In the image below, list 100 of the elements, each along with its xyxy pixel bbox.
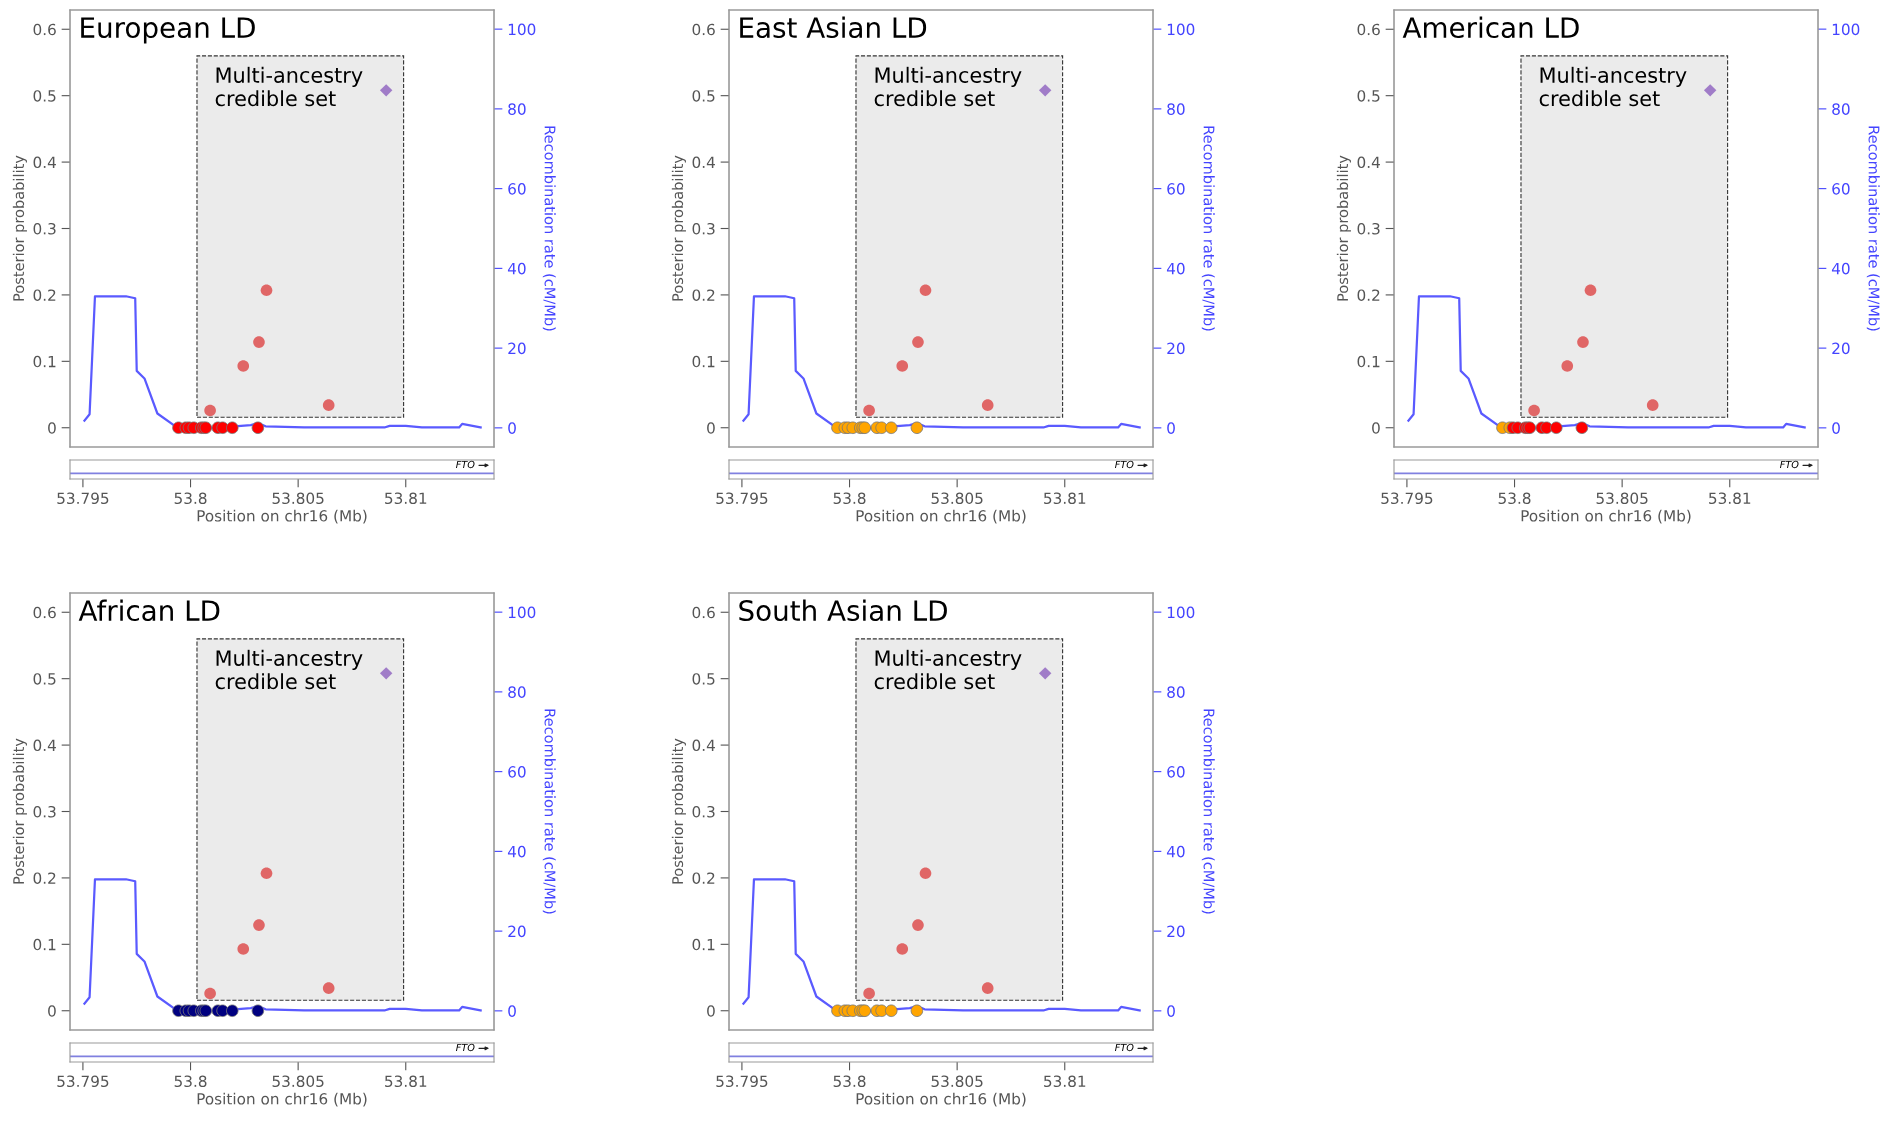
y-tick-label: 0.2 (1357, 289, 1380, 301)
y-axis-title: Posterior probability (12, 738, 27, 884)
x-tick-label: 53.805 (272, 1075, 324, 1088)
y2-tick-label: 100 (508, 23, 536, 36)
point (204, 987, 216, 1000)
point (379, 667, 393, 680)
y-tick-label: 0.6 (33, 606, 56, 619)
y2-tick-label: 0 (1167, 1005, 1175, 1017)
y-tick-label: 0 (707, 1005, 715, 1017)
y2-tick-label: 20 (508, 342, 526, 355)
point (237, 360, 250, 372)
y2-tick-label: 80 (1167, 103, 1185, 115)
y-axis-title: Posterior probability (1336, 155, 1351, 301)
x-tick-label: 53.795 (716, 1075, 768, 1088)
y-axis-title: Posterior probability (671, 738, 686, 884)
x-axis-title: Position on chr16 (Mb) (856, 1092, 1026, 1107)
y2-tick-label: 80 (1832, 103, 1850, 115)
y-tick-label: 0.4 (33, 739, 56, 752)
y2-tick-label: 0 (508, 1005, 516, 1017)
y2-tick-label: 60 (1167, 766, 1185, 778)
y2-axis-title: Recombination rate (cM/Mb) (1201, 126, 1215, 331)
x-tick-label: 53.81 (385, 492, 427, 505)
y2-tick-label: 0 (508, 422, 516, 434)
x-tick-label: 53.8 (1498, 492, 1531, 505)
point (322, 982, 335, 994)
text: FTO (1780, 460, 1799, 469)
y2-tick-label: 60 (508, 183, 526, 195)
y2-axis-title: Recombination rate (cM/Mb) (1201, 709, 1215, 914)
x-tick-label: 53.805 (931, 1075, 983, 1088)
y-tick-label: 0.6 (33, 23, 56, 36)
y-axis-title: Posterior probability (671, 155, 686, 301)
y2-tick-label: 60 (508, 766, 526, 778)
x-tick-label: 53.805 (272, 492, 324, 505)
x-tick-label: 53.81 (385, 1075, 427, 1088)
x-tick-label: 53.8 (174, 492, 207, 505)
point (896, 943, 909, 955)
point (253, 336, 265, 348)
point (1577, 336, 1589, 348)
y2-tick-label: 100 (1167, 606, 1195, 619)
x-axis-title: Position on chr16 (Mb) (856, 509, 1026, 524)
y-tick-label: 0.2 (692, 872, 715, 884)
chart-title: European LD (81, 17, 255, 44)
y2-tick-label: 40 (1166, 845, 1185, 858)
y2-tick-label: 100 (508, 606, 536, 619)
point (919, 867, 932, 880)
y-tick-label: 0.4 (33, 156, 56, 169)
y-tick-label: 0.4 (692, 739, 715, 752)
point (1703, 84, 1717, 97)
y-tick-label: 0.4 (1357, 156, 1380, 169)
y-tick-label: 0.3 (692, 222, 715, 235)
point (1584, 284, 1597, 297)
y-tick-label: 0.3 (33, 805, 56, 818)
text: FTO (1115, 460, 1134, 469)
y-tick-label: 0.4 (692, 156, 715, 169)
x-tick-label: 53.81 (1709, 492, 1751, 505)
y-tick-label: 0 (707, 422, 715, 434)
x-axis-title: Position on chr16 (Mb) (197, 1092, 367, 1107)
point (1646, 399, 1659, 411)
y-tick-label: 0.2 (33, 872, 56, 884)
x-axis-title: Position on chr16 (Mb) (1521, 509, 1691, 524)
y-tick-label: 0.3 (33, 222, 56, 235)
text: FTO (456, 1043, 475, 1052)
x-tick-label: 53.805 (1596, 492, 1648, 505)
chart-title: American LD (1402, 16, 1579, 39)
point (322, 399, 335, 411)
y-tick-label: 0.6 (692, 23, 715, 36)
y-tick-label: 0 (1372, 422, 1380, 434)
point (912, 919, 924, 931)
y2-tick-label: 80 (1167, 686, 1185, 698)
band-label: Multi-ancestry credible set (874, 66, 1022, 107)
point (1528, 404, 1540, 417)
point (981, 982, 994, 994)
y-tick-label: 0.5 (692, 673, 715, 685)
y-tick-label: 0.1 (692, 355, 715, 368)
y-tick-label: 0.3 (692, 805, 715, 818)
text: FTO (456, 460, 475, 469)
point (1038, 84, 1052, 97)
y2-tick-label: 80 (508, 103, 526, 115)
y2-tick-label: 60 (1832, 183, 1850, 195)
x-tick-label: 53.795 (57, 1075, 109, 1088)
y2-tick-label: 40 (507, 845, 526, 858)
point (1038, 667, 1052, 680)
y-tick-label: 0 (48, 422, 56, 434)
x-axis-title: Position on chr16 (Mb) (197, 509, 367, 524)
y2-tick-label: 100 (1167, 23, 1195, 36)
point (919, 284, 932, 297)
y-tick-label: 0 (48, 1005, 56, 1017)
chart-title: African LD (78, 599, 220, 622)
point (260, 284, 273, 297)
x-tick-label: 53.81 (1044, 492, 1086, 505)
point (896, 360, 909, 372)
band-label: Multi-ancestry credible set (215, 66, 363, 107)
point (912, 336, 924, 348)
y2-tick-label: 60 (1167, 183, 1185, 195)
y2-tick-label: 40 (1166, 262, 1185, 275)
y2-tick-label: 40 (1831, 262, 1850, 275)
y-tick-label: 0.5 (1357, 90, 1380, 102)
y2-tick-label: 20 (508, 925, 526, 938)
y-tick-label: 0.6 (692, 606, 715, 619)
point (981, 399, 994, 411)
